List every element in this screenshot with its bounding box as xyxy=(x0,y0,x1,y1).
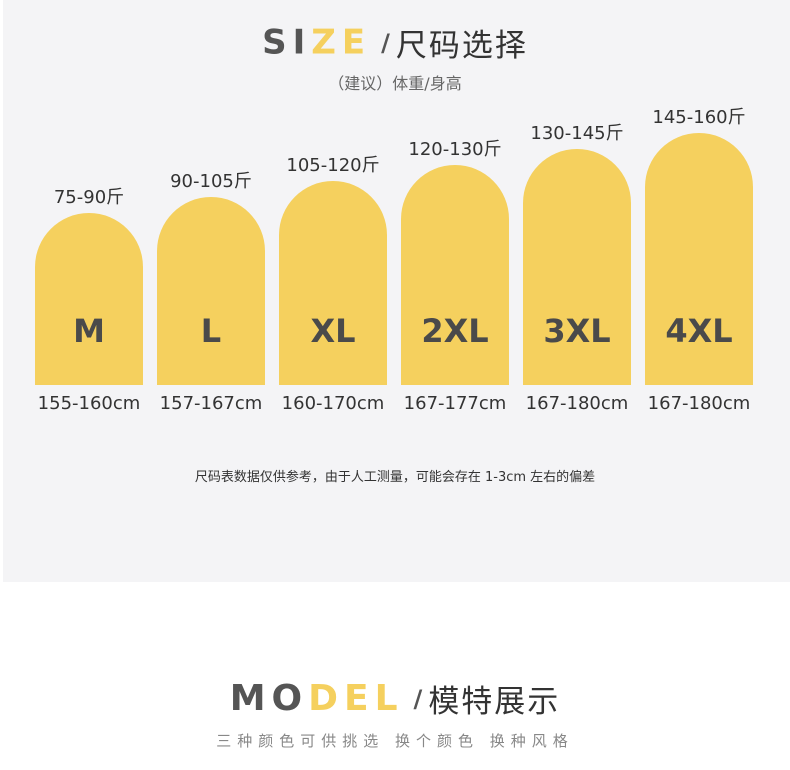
weight-label-3xl: 130-145斤 xyxy=(530,123,624,144)
size-heading-slash: / xyxy=(381,28,390,57)
size-heading-en: SIZE xyxy=(262,22,372,63)
size-label-m: M xyxy=(73,312,105,350)
weight-label-l: 90-105斤 xyxy=(170,171,252,192)
size-bar-2xl xyxy=(401,165,509,385)
size-label-2xl: 2XL xyxy=(421,312,489,350)
size-bar-4xl xyxy=(645,133,753,385)
size-bar-l xyxy=(157,197,265,385)
weight-label-2xl: 120-130斤 xyxy=(408,139,502,160)
height-label-l: 157-167cm xyxy=(159,393,263,414)
model-heading-en: MODEL xyxy=(229,678,404,719)
height-label-m: 155-160cm xyxy=(37,393,141,414)
size-label-l: L xyxy=(200,312,222,350)
size-heading-zh: 尺码选择 xyxy=(395,28,528,64)
height-label-4xl: 167-180cm xyxy=(647,393,751,414)
size-bar-3xl xyxy=(523,149,631,385)
model-subtitle: 三种颜色可供挑选 换个颜色 换种风格 xyxy=(216,732,574,750)
model-heading-slash: / xyxy=(413,684,423,713)
size-note: 尺码表数据仅供参考，由于人工测量，可能会存在 1-3cm 左右的偏差 xyxy=(194,470,596,485)
weight-label-m: 75-90斤 xyxy=(53,187,125,208)
size-bar-xl xyxy=(279,181,387,385)
height-label-xl: 160-170cm xyxy=(281,393,385,414)
model-heading: MODEL / 模特展示 xyxy=(0,676,790,721)
weight-label-4xl: 145-160斤 xyxy=(652,107,746,128)
height-label-2xl: 167-177cm xyxy=(403,393,507,414)
size-label-3xl: 3XL xyxy=(543,312,611,350)
size-heading: SIZE / 尺码选择 xyxy=(0,20,790,65)
size-label-xl: XL xyxy=(310,312,356,350)
size-bar-m xyxy=(35,213,143,385)
size-label-4xl: 4XL xyxy=(665,312,733,350)
size-subtitle: （建议）体重/身高 xyxy=(328,74,462,93)
weight-label-xl: 105-120斤 xyxy=(286,155,380,176)
size-chart: M 75-90斤 155-160cm L 90-105斤 157-167cm XL 105-1… xyxy=(35,107,753,414)
model-heading-zh: 模特展示 xyxy=(428,684,561,720)
height-label-3xl: 167-180cm xyxy=(525,393,629,414)
